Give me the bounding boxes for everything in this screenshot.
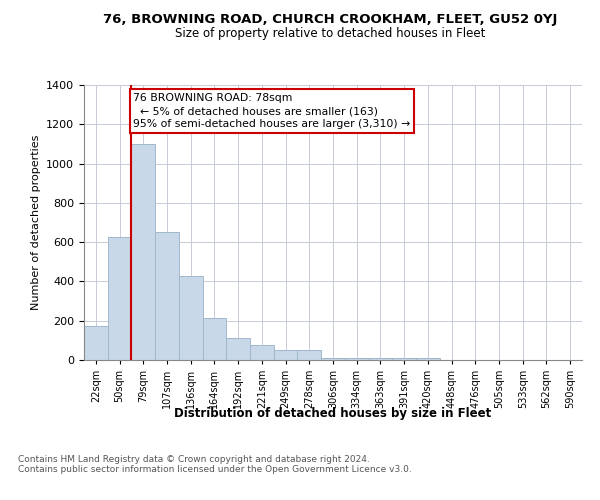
Bar	[108, 237, 131, 360]
Bar	[203, 318, 226, 360]
Bar	[368, 358, 392, 360]
Text: Distribution of detached houses by size in Fleet: Distribution of detached houses by size …	[175, 408, 491, 420]
Text: Size of property relative to detached houses in Fleet: Size of property relative to detached ho…	[175, 28, 485, 40]
Bar	[274, 350, 298, 360]
Bar	[345, 358, 368, 360]
Text: Contains HM Land Registry data © Crown copyright and database right 2024.
Contai: Contains HM Land Registry data © Crown c…	[18, 455, 412, 474]
Bar	[416, 358, 440, 360]
Bar	[298, 350, 321, 360]
Bar	[84, 326, 108, 360]
Bar	[155, 232, 179, 360]
Text: 76, BROWNING ROAD, CHURCH CROOKHAM, FLEET, GU52 0YJ: 76, BROWNING ROAD, CHURCH CROOKHAM, FLEE…	[103, 12, 557, 26]
Bar	[321, 358, 345, 360]
Y-axis label: Number of detached properties: Number of detached properties	[31, 135, 41, 310]
Text: 76 BROWNING ROAD: 78sqm
  ← 5% of detached houses are smaller (163)
95% of semi-: 76 BROWNING ROAD: 78sqm ← 5% of detached…	[133, 93, 410, 130]
Bar	[392, 358, 416, 360]
Bar	[179, 276, 203, 360]
Bar	[250, 346, 274, 360]
Bar	[226, 338, 250, 360]
Bar	[131, 144, 155, 360]
